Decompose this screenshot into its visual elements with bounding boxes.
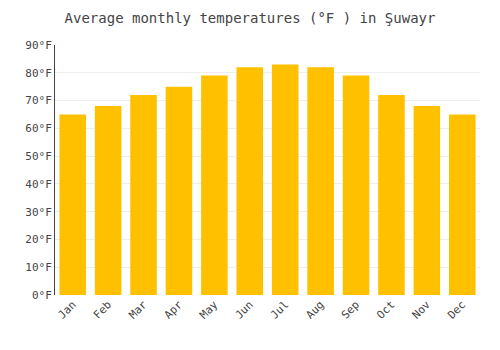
svg-text:40°F: 40°F bbox=[25, 178, 52, 191]
svg-text:Sep: Sep bbox=[339, 298, 362, 321]
svg-text:20°F: 20°F bbox=[25, 233, 52, 246]
svg-text:Jun: Jun bbox=[233, 298, 256, 321]
svg-text:80°F: 80°F bbox=[25, 67, 52, 80]
svg-text:Jul: Jul bbox=[268, 298, 291, 321]
svg-text:Average monthly temperatures (: Average monthly temperatures (°F ) in Şu… bbox=[65, 10, 436, 26]
svg-text:50°F: 50°F bbox=[25, 150, 52, 163]
svg-text:90°F: 90°F bbox=[25, 39, 52, 52]
svg-text:Nov: Nov bbox=[410, 298, 434, 322]
svg-text:Aug: Aug bbox=[303, 298, 326, 321]
svg-text:60°F: 60°F bbox=[25, 122, 52, 135]
svg-text:Apr: Apr bbox=[162, 298, 186, 322]
svg-text:10°F: 10°F bbox=[25, 261, 52, 274]
svg-text:0°F: 0°F bbox=[32, 289, 52, 302]
svg-text:Oct: Oct bbox=[374, 298, 397, 321]
svg-text:Feb: Feb bbox=[91, 298, 114, 321]
svg-text:30°F: 30°F bbox=[25, 206, 52, 219]
svg-text:70°F: 70°F bbox=[25, 94, 52, 107]
svg-text:Jan: Jan bbox=[55, 298, 78, 321]
svg-text:May: May bbox=[197, 298, 221, 322]
svg-text:Dec: Dec bbox=[445, 298, 468, 321]
svg-text:Mar: Mar bbox=[126, 298, 150, 322]
